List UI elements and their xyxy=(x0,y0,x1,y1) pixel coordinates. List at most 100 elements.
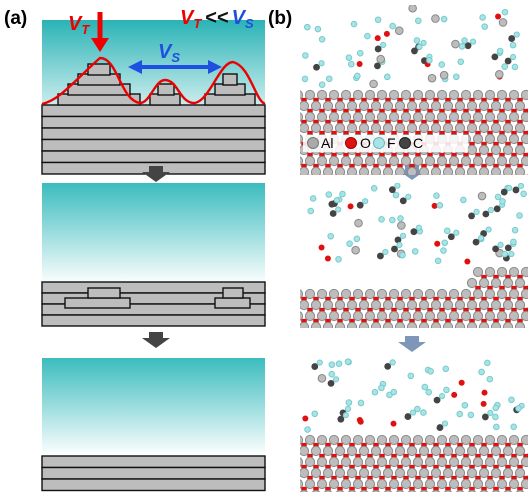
al-atom xyxy=(437,156,446,165)
f-atom xyxy=(390,360,395,365)
al-atom xyxy=(293,457,302,466)
f-atom xyxy=(468,412,474,418)
al-atom xyxy=(437,479,446,488)
al-atom xyxy=(455,322,464,331)
f-atom xyxy=(478,235,483,240)
al-atom xyxy=(347,123,356,132)
f-atom xyxy=(421,410,427,416)
al-atom xyxy=(431,446,440,455)
al-atom xyxy=(311,446,320,455)
al-atom xyxy=(509,112,518,121)
al-atom xyxy=(521,457,528,466)
al-atom xyxy=(443,123,452,132)
f-atom xyxy=(379,217,385,223)
al-atom xyxy=(377,289,386,298)
al-atom xyxy=(497,311,506,320)
al-atom xyxy=(407,322,416,331)
al-atom xyxy=(515,490,524,499)
bond xyxy=(394,495,400,499)
al-atom xyxy=(383,446,392,455)
al-atom xyxy=(413,90,422,99)
al-atom xyxy=(341,479,350,488)
al-atom xyxy=(485,90,494,99)
panel-label: (a) xyxy=(4,8,27,29)
al-atom xyxy=(401,435,410,444)
al-atom xyxy=(425,435,434,444)
al-atom xyxy=(365,311,374,320)
al-atom xyxy=(491,101,500,110)
f-atom xyxy=(502,251,508,257)
f-atom xyxy=(383,249,388,254)
o-atom xyxy=(487,175,493,181)
al-atom xyxy=(407,101,416,110)
al-atom xyxy=(365,457,374,466)
al-atom xyxy=(497,90,506,99)
f-atom xyxy=(427,58,433,64)
f-atom xyxy=(357,50,363,56)
al-atom xyxy=(329,289,338,298)
al-atom xyxy=(353,457,362,466)
o-atom xyxy=(357,61,363,67)
bond xyxy=(442,495,448,499)
bond xyxy=(460,495,466,499)
al-atom xyxy=(371,123,380,132)
al-atom xyxy=(341,435,350,444)
f-atom xyxy=(510,42,516,48)
al-atom xyxy=(377,457,386,466)
o-atom xyxy=(415,330,421,336)
al-atom xyxy=(425,289,434,298)
f-atom xyxy=(415,406,421,412)
bond xyxy=(358,495,364,499)
legend-swatch xyxy=(346,138,357,149)
al-atom xyxy=(329,479,338,488)
f-atom xyxy=(444,228,450,234)
bond xyxy=(406,495,412,499)
f-atom xyxy=(328,233,334,239)
al-atom xyxy=(509,267,518,276)
al-atom xyxy=(425,457,434,466)
f-atom xyxy=(457,411,463,417)
al-atom xyxy=(491,468,500,477)
al-atom xyxy=(419,490,428,499)
bond xyxy=(334,495,340,499)
al-atom xyxy=(389,289,398,298)
al-atom xyxy=(521,156,528,165)
al-atom xyxy=(503,145,512,154)
al-atom xyxy=(383,167,392,176)
f-atom xyxy=(302,76,308,82)
al-atom xyxy=(299,446,308,455)
bond xyxy=(424,495,430,499)
o-atom xyxy=(403,330,409,336)
o-atom xyxy=(358,419,364,425)
al-atom xyxy=(467,278,476,287)
legend-swatch xyxy=(374,138,385,149)
ratio-label: VT<<VS xyxy=(180,7,254,31)
arrow xyxy=(149,166,163,173)
al-atom xyxy=(437,311,446,320)
f-atom xyxy=(517,213,523,219)
al-atom xyxy=(305,156,314,165)
f-atom xyxy=(333,377,338,382)
o-atom xyxy=(319,330,325,336)
f-atom xyxy=(351,21,357,27)
bond xyxy=(436,495,442,499)
al-atom xyxy=(317,289,326,298)
bond xyxy=(352,495,358,499)
al-atom xyxy=(335,123,344,132)
o-atom xyxy=(487,330,493,336)
al-atom xyxy=(515,278,524,287)
al-atom xyxy=(491,123,500,132)
al-atom xyxy=(419,123,428,132)
al-atom xyxy=(455,300,464,309)
o-atom xyxy=(481,401,487,407)
al-atom xyxy=(461,435,470,444)
al-atom xyxy=(371,167,380,176)
layer xyxy=(223,288,243,298)
atoms xyxy=(293,359,528,499)
o-atom xyxy=(463,175,469,181)
layer xyxy=(42,117,265,129)
o-atom xyxy=(511,175,517,181)
al-atom xyxy=(299,101,308,110)
al-atom xyxy=(509,479,518,488)
al-atom xyxy=(347,490,356,499)
